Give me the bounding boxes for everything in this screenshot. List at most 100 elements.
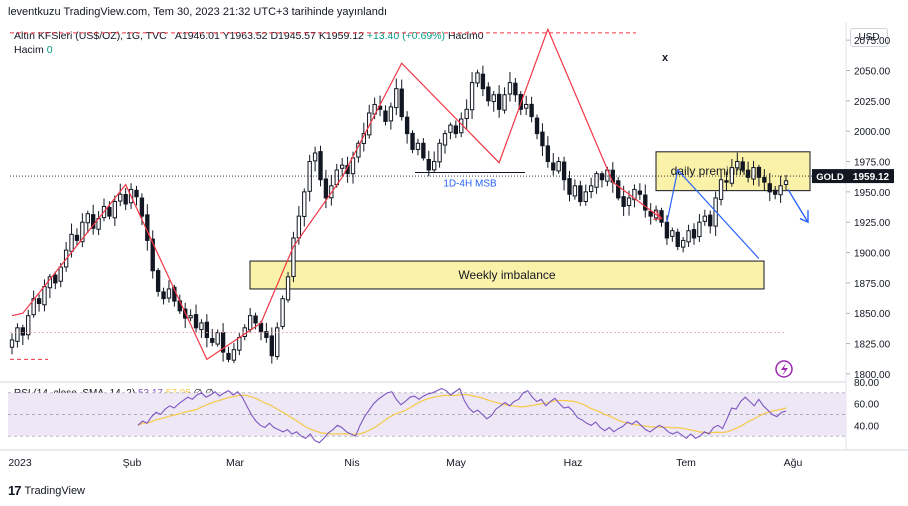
candle-body bbox=[718, 179, 724, 200]
candle-body bbox=[339, 164, 345, 169]
candle-body bbox=[464, 108, 469, 120]
zone-box bbox=[249, 260, 765, 290]
zones-layer: Weekly imbalance daily premium bbox=[249, 151, 811, 290]
candle-body bbox=[242, 327, 247, 337]
candle-body bbox=[491, 94, 496, 102]
candle-body bbox=[166, 288, 172, 299]
candle-body bbox=[215, 332, 220, 345]
candle-body bbox=[540, 131, 545, 147]
candle-body bbox=[529, 103, 534, 118]
time-axis-label: Tem bbox=[676, 457, 696, 469]
candle-body bbox=[74, 234, 80, 241]
rsi-band bbox=[8, 392, 846, 437]
price-tick-label: 1850.00 bbox=[854, 309, 891, 320]
candle-body bbox=[475, 72, 480, 84]
candle-body bbox=[486, 86, 491, 102]
candle-body bbox=[496, 93, 502, 110]
candle-body bbox=[561, 161, 567, 181]
candle-body bbox=[751, 167, 756, 180]
change-value: +13.40 (+0.69%) bbox=[366, 30, 446, 42]
volume-row-label: Hacim bbox=[14, 44, 44, 56]
price-axis: 2075.002050.002025.002000.001975.001950.… bbox=[812, 36, 894, 381]
time-axis-label: Şub bbox=[123, 457, 142, 469]
candle-body bbox=[188, 315, 193, 319]
candle-body bbox=[26, 315, 31, 336]
candle-body bbox=[193, 314, 199, 329]
red-arrow-head bbox=[653, 210, 663, 221]
candle-body bbox=[767, 183, 772, 193]
candle-body bbox=[356, 142, 361, 158]
rsi-legend: RSI (14, close, SMA, 14, 2) 53.17 57.05 … bbox=[14, 388, 214, 399]
open-value: A1946.01 bbox=[174, 30, 220, 42]
candle-body bbox=[404, 116, 410, 135]
candle-body bbox=[594, 173, 599, 188]
volume-legend: Hacim 0 bbox=[14, 44, 53, 56]
candle-body bbox=[567, 178, 572, 195]
candle-body bbox=[36, 298, 42, 305]
candle-body bbox=[421, 142, 426, 159]
candle-body bbox=[507, 82, 513, 95]
candle-body bbox=[334, 169, 339, 186]
close-icon[interactable]: x bbox=[662, 52, 669, 64]
candle-body bbox=[735, 161, 740, 169]
candle-body bbox=[583, 191, 588, 202]
candle-body bbox=[118, 193, 123, 202]
candle-body bbox=[150, 238, 155, 272]
candle-body bbox=[453, 125, 459, 135]
candle-body bbox=[680, 239, 686, 248]
time-axis-label: Mar bbox=[226, 457, 245, 469]
candle-body bbox=[572, 185, 578, 197]
candle-body bbox=[724, 180, 729, 183]
candle-body bbox=[85, 213, 90, 224]
candle-body bbox=[15, 327, 20, 342]
currency-button[interactable]: USD bbox=[850, 28, 888, 47]
blue-arrow-head bbox=[799, 210, 809, 224]
candle-body bbox=[53, 274, 58, 284]
publish-header: leventkuzu TradingView.com, Tem 30, 2023… bbox=[8, 6, 388, 18]
candle-body bbox=[280, 298, 285, 327]
candle-body bbox=[296, 215, 302, 239]
candle-body bbox=[551, 162, 556, 171]
candle-body bbox=[80, 221, 85, 243]
symbol-badge-label: GOLD bbox=[816, 172, 844, 183]
price-tick-label: 1950.00 bbox=[854, 188, 891, 199]
volume-row-value: 0 bbox=[46, 44, 53, 56]
candle-body bbox=[63, 249, 69, 268]
footer: 17 TradingView bbox=[8, 483, 85, 498]
candle-body bbox=[155, 270, 161, 292]
candle-body bbox=[253, 315, 258, 324]
candle-body bbox=[632, 188, 637, 201]
time-axis-label: Nis bbox=[344, 457, 359, 469]
candle-body bbox=[269, 335, 274, 357]
candle-body bbox=[415, 142, 421, 150]
drawings-layer: 1D-4H MSB bbox=[10, 27, 846, 378]
lightning-bolt-icon bbox=[781, 363, 788, 376]
close-value: K1959.12 bbox=[318, 30, 364, 42]
candle-body bbox=[361, 133, 366, 144]
zone-label: Weekly imbalance bbox=[458, 268, 555, 282]
candle-body bbox=[545, 145, 551, 163]
candle-body bbox=[312, 152, 318, 162]
candle-body bbox=[318, 151, 323, 181]
candle-body bbox=[47, 276, 53, 289]
candle-body bbox=[91, 214, 96, 229]
lightning-icon bbox=[775, 360, 793, 378]
candle-body bbox=[605, 169, 610, 182]
candle-body bbox=[502, 94, 507, 111]
candle-body bbox=[367, 112, 372, 136]
candle-body bbox=[459, 118, 464, 134]
candle-body bbox=[31, 298, 36, 316]
candle-body bbox=[513, 82, 518, 96]
candle-body bbox=[383, 110, 388, 122]
price-badge-label: 1959.12 bbox=[853, 172, 890, 183]
candle-body bbox=[172, 286, 177, 302]
price-tick-label: 1925.00 bbox=[854, 218, 891, 229]
symbol-badge bbox=[812, 169, 848, 184]
candle-body bbox=[437, 142, 442, 163]
candle-body bbox=[285, 276, 291, 301]
candle-body bbox=[653, 209, 659, 219]
candle-body bbox=[686, 230, 691, 243]
candle-body bbox=[20, 327, 26, 336]
grid-layer bbox=[0, 22, 908, 451]
